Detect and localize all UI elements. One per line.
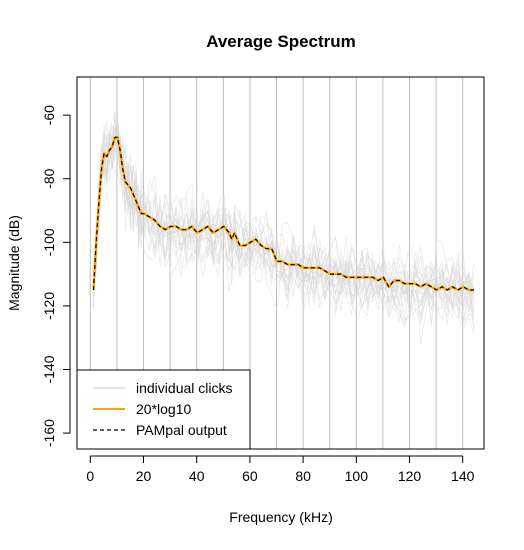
y-tick-label--80: -80 xyxy=(41,168,57,188)
y-tick-label--140: -140 xyxy=(41,355,57,383)
individual-click-line xyxy=(93,127,475,308)
y-tick-label--120: -120 xyxy=(41,292,57,320)
y-tick-label--60: -60 xyxy=(41,105,57,125)
individual-click-line xyxy=(93,112,475,333)
legend-label-20log10: 20*log10 xyxy=(136,401,191,417)
x-tick-label-120: 120 xyxy=(398,468,422,484)
y-axis: -160 -140 -120 -100 -80 -60 xyxy=(41,105,71,447)
x-tick-label-20: 20 xyxy=(136,468,152,484)
series-lines xyxy=(92,136,474,292)
x-tick-label-140: 140 xyxy=(451,468,475,484)
individual-click-line xyxy=(93,113,475,306)
y-tick-label--100: -100 xyxy=(41,228,57,256)
individual-click-line xyxy=(93,124,475,330)
x-tick-label-60: 60 xyxy=(242,468,258,484)
plot-frame xyxy=(76,76,485,450)
individual-click-line xyxy=(93,119,475,321)
x-axis-label: Frequency (kHz) xyxy=(229,509,332,525)
legend-label-individual-clicks: individual clicks xyxy=(136,380,232,396)
x-axis: 0 20 40 60 80 100 120 140 xyxy=(86,455,475,484)
individual-clicks-lines xyxy=(93,112,475,345)
x-tick-label-100: 100 xyxy=(345,468,369,484)
y-axis-label: Magnitude (dB) xyxy=(6,215,22,311)
y-tick-label--160: -160 xyxy=(41,419,57,447)
legend-label-pampal-output: PAMpal output xyxy=(136,422,227,438)
legend: individual clicks 20*log10 PAMpal output xyxy=(76,369,251,450)
x-tick-label-80: 80 xyxy=(295,468,311,484)
series-line-pampal-output xyxy=(92,136,474,291)
chart-title: Average Spectrum xyxy=(206,32,356,51)
x-tick-label-40: 40 xyxy=(189,468,205,484)
x-tick-label-0: 0 xyxy=(86,468,94,484)
